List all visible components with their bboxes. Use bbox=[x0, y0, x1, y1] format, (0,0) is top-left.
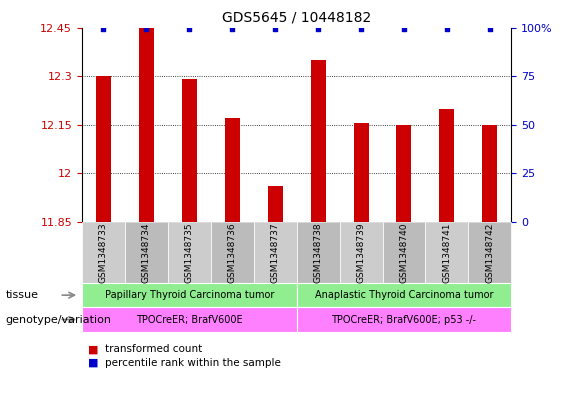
Text: GSM1348742: GSM1348742 bbox=[485, 222, 494, 283]
Point bbox=[399, 26, 408, 32]
Bar bbox=[182, 79, 197, 222]
Text: percentile rank within the sample: percentile rank within the sample bbox=[105, 358, 280, 368]
Text: genotype/variation: genotype/variation bbox=[6, 314, 112, 325]
Point bbox=[442, 26, 451, 32]
Text: GSM1348741: GSM1348741 bbox=[442, 222, 451, 283]
Bar bbox=[397, 125, 411, 222]
Text: GSM1348739: GSM1348739 bbox=[357, 222, 366, 283]
Text: GSM1348735: GSM1348735 bbox=[185, 222, 194, 283]
Text: tissue: tissue bbox=[6, 290, 38, 300]
Point bbox=[99, 26, 108, 32]
Text: GSM1348734: GSM1348734 bbox=[142, 222, 151, 283]
Text: ■: ■ bbox=[88, 344, 98, 354]
Bar bbox=[268, 186, 282, 222]
Point bbox=[357, 26, 366, 32]
Bar bbox=[440, 108, 454, 222]
Title: GDS5645 / 10448182: GDS5645 / 10448182 bbox=[222, 11, 371, 25]
Bar bbox=[483, 125, 497, 222]
Point bbox=[228, 26, 237, 32]
Text: GSM1348737: GSM1348737 bbox=[271, 222, 280, 283]
Text: TPOCreER; BrafV600E; p53 -/-: TPOCreER; BrafV600E; p53 -/- bbox=[332, 314, 476, 325]
Text: Papillary Thyroid Carcinoma tumor: Papillary Thyroid Carcinoma tumor bbox=[105, 290, 274, 300]
Bar bbox=[311, 60, 325, 222]
Text: transformed count: transformed count bbox=[105, 344, 202, 354]
Text: GSM1348740: GSM1348740 bbox=[399, 222, 408, 283]
Bar bbox=[139, 28, 154, 222]
Text: TPOCreER; BrafV600E: TPOCreER; BrafV600E bbox=[136, 314, 242, 325]
Point bbox=[185, 26, 194, 32]
Text: GSM1348738: GSM1348738 bbox=[314, 222, 323, 283]
Bar bbox=[354, 123, 368, 222]
Text: ■: ■ bbox=[88, 358, 98, 368]
Text: GSM1348733: GSM1348733 bbox=[99, 222, 108, 283]
Bar bbox=[96, 76, 111, 222]
Bar bbox=[225, 118, 240, 222]
Point bbox=[142, 26, 151, 32]
Point bbox=[271, 26, 280, 32]
Point bbox=[314, 26, 323, 32]
Point bbox=[485, 26, 494, 32]
Text: GSM1348736: GSM1348736 bbox=[228, 222, 237, 283]
Text: Anaplastic Thyroid Carcinoma tumor: Anaplastic Thyroid Carcinoma tumor bbox=[315, 290, 493, 300]
